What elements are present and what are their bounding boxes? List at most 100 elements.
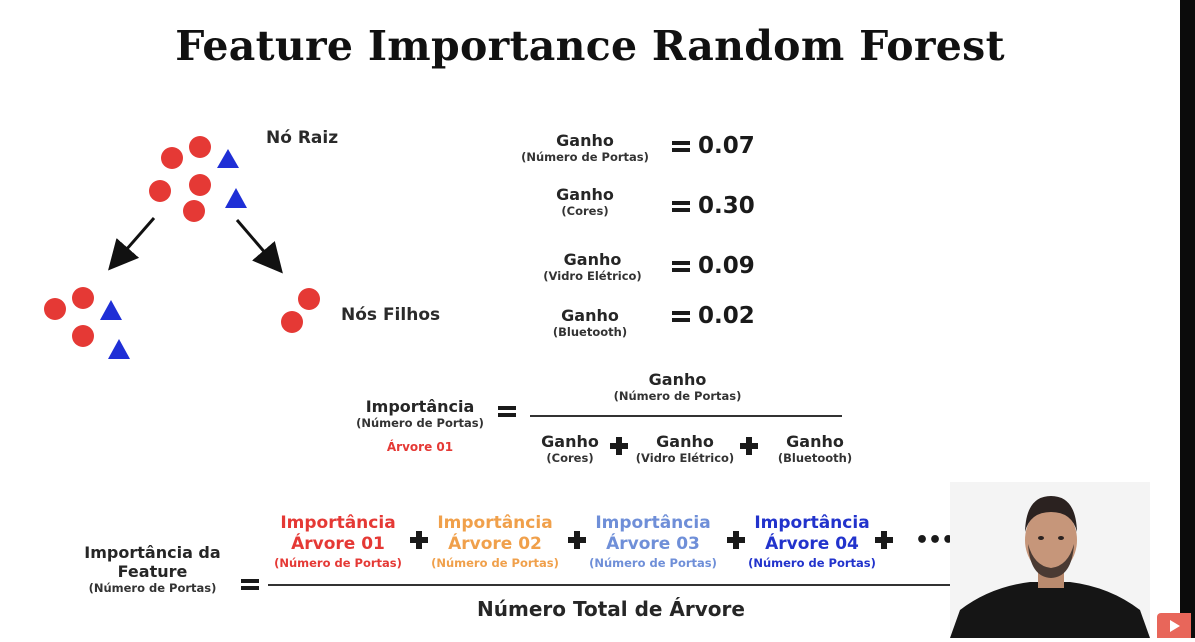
denominator-name: Ganho bbox=[656, 432, 714, 451]
term-line1: Importância bbox=[595, 513, 711, 533]
term-sub: (Número de Portas) bbox=[748, 556, 876, 570]
gain-name: Ganho bbox=[556, 185, 614, 204]
term-line1: Importância bbox=[280, 513, 396, 533]
feature-importance-feature: (Número de Portas) bbox=[88, 581, 217, 595]
gain-item: Ganho (Cores) bbox=[505, 185, 665, 218]
denominator-feature: (Cores) bbox=[546, 451, 594, 465]
total-trees-denominator: Número Total de Árvore bbox=[477, 597, 745, 621]
term-line2: Árvore 02 bbox=[448, 534, 542, 554]
split-arrow-right-icon bbox=[235, 219, 283, 274]
fraction-line bbox=[268, 584, 954, 586]
gain-value-row: 0.02 bbox=[672, 303, 755, 329]
sample-circle-icon bbox=[183, 200, 205, 222]
equals-icon bbox=[672, 310, 690, 324]
sample-circle-icon bbox=[281, 311, 303, 333]
sample-circle-icon bbox=[149, 180, 171, 202]
tree-term-01: Importância Árvore 01 (Número de Portas) bbox=[270, 513, 406, 571]
gain-item: Ganho (Vidro Elétrico) bbox=[505, 250, 680, 283]
gain-feature: (Bluetooth) bbox=[552, 325, 628, 339]
gain-feature: (Número de Portas) bbox=[521, 150, 649, 164]
tree-term-04: Importância Árvore 04 (Número de Portas) bbox=[744, 513, 880, 571]
feature-importance-line2: Feature bbox=[117, 562, 188, 581]
gain-value: 0.07 bbox=[698, 133, 755, 159]
split-arrow-left-icon bbox=[108, 217, 156, 271]
presenter-video-icon bbox=[950, 482, 1150, 638]
child-nodes-label: Nós Filhos bbox=[341, 305, 441, 325]
tree-term-03: Importância Árvore 03 (Número de Portas) bbox=[585, 513, 721, 571]
gain-name: Ganho bbox=[563, 250, 622, 269]
equals-icon bbox=[498, 405, 516, 419]
equals-icon bbox=[672, 260, 690, 274]
plus-icon bbox=[740, 437, 758, 455]
fraction-numerator: Ganho (Número de Portas) bbox=[600, 370, 755, 403]
ellipsis: ••• bbox=[915, 528, 955, 553]
sample-circle-icon bbox=[44, 298, 66, 320]
numerator-name: Ganho bbox=[648, 370, 707, 389]
plus-icon bbox=[875, 531, 893, 549]
presenter-video bbox=[950, 482, 1150, 638]
sample-circle-icon bbox=[298, 288, 320, 310]
term-line2: Árvore 03 bbox=[606, 534, 700, 554]
left-child-node bbox=[44, 287, 130, 359]
gain-value-row: 0.09 bbox=[672, 253, 755, 279]
youtube-play-button[interactable] bbox=[1157, 613, 1191, 638]
term-line2: Árvore 04 bbox=[765, 534, 859, 554]
denominator-name: Ganho bbox=[786, 432, 844, 451]
plus-icon bbox=[568, 531, 586, 549]
term-sub: (Número de Portas) bbox=[274, 556, 402, 570]
sample-triangle-icon bbox=[108, 339, 130, 359]
importance-title: Importância bbox=[365, 397, 475, 416]
tree-diagram bbox=[44, 136, 320, 359]
gain-item: Ganho (Número de Portas) bbox=[505, 131, 665, 164]
term-line2: Árvore 01 bbox=[291, 534, 385, 554]
feature-importance-line1: Importância da bbox=[84, 543, 221, 562]
gain-value-row: 0.30 bbox=[672, 193, 755, 219]
window-edge bbox=[1180, 0, 1195, 638]
page-title: Feature Importance Random Forest bbox=[175, 22, 1005, 70]
denominator-feature: (Vidro Elétrico) bbox=[635, 451, 735, 465]
root-node-label: Nó Raiz bbox=[266, 128, 339, 148]
importance-feature: (Número de Portas) bbox=[356, 416, 484, 430]
importance-tree: Árvore 01 bbox=[386, 440, 454, 454]
term-sub: (Número de Portas) bbox=[431, 556, 559, 570]
sample-triangle-icon bbox=[100, 300, 122, 320]
gain-item: Ganho (Bluetooth) bbox=[510, 306, 670, 339]
term-line1: Importância bbox=[754, 513, 870, 533]
gain-value: 0.30 bbox=[698, 193, 755, 219]
denominator-term: Ganho (Vidro Elétrico) bbox=[630, 432, 740, 465]
gain-name: Ganho bbox=[556, 131, 614, 150]
tree-term-02: Importância Árvore 02 (Número de Portas) bbox=[427, 513, 563, 571]
sample-circle-icon bbox=[72, 325, 94, 347]
equals-icon bbox=[672, 140, 690, 154]
sample-circle-icon bbox=[72, 287, 94, 309]
gain-feature: (Vidro Elétrico) bbox=[543, 269, 642, 283]
plus-icon bbox=[410, 531, 428, 549]
plus-icon bbox=[727, 531, 745, 549]
denominator-term: Ganho (Bluetooth) bbox=[770, 432, 860, 465]
gain-feature: (Cores) bbox=[561, 204, 609, 218]
denominator-feature: (Bluetooth) bbox=[777, 451, 853, 465]
right-child-node bbox=[281, 288, 320, 333]
tree-importance-label: Importância (Número de Portas) Árvore 01 bbox=[345, 397, 495, 454]
term-sub: (Número de Portas) bbox=[589, 556, 717, 570]
equals-icon bbox=[672, 200, 690, 214]
sample-triangle-icon bbox=[217, 149, 239, 168]
youtube-play-icon bbox=[1170, 620, 1180, 632]
sample-triangle-icon bbox=[225, 188, 247, 208]
gain-value-row: 0.07 bbox=[672, 133, 755, 159]
sample-circle-icon bbox=[189, 136, 211, 158]
feature-importance-label: Importância da Feature (Número de Portas… bbox=[70, 543, 235, 595]
sample-circle-icon bbox=[189, 174, 211, 196]
denominator-term: Ganho (Cores) bbox=[530, 432, 610, 465]
numerator-feature: (Número de Portas) bbox=[613, 389, 742, 403]
fraction-line bbox=[530, 415, 842, 417]
gain-name: Ganho bbox=[561, 306, 619, 325]
gain-value: 0.02 bbox=[698, 303, 755, 329]
gain-value: 0.09 bbox=[698, 253, 755, 279]
root-node bbox=[149, 136, 247, 222]
sample-circle-icon bbox=[161, 147, 183, 169]
term-line1: Importância bbox=[437, 513, 553, 533]
equals-icon bbox=[241, 578, 259, 592]
plus-icon bbox=[610, 437, 628, 455]
denominator-name: Ganho bbox=[541, 432, 599, 451]
